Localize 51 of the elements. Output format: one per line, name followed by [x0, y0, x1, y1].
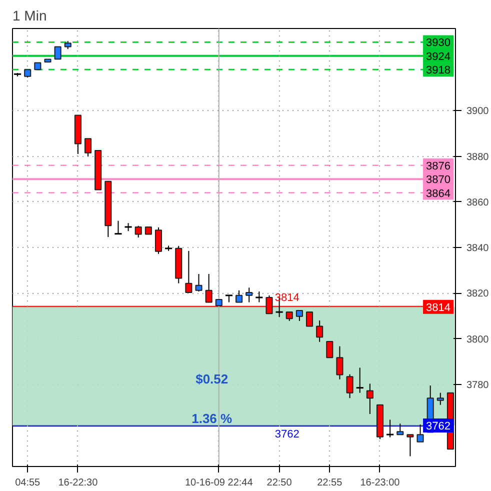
ref-line-label: 3930	[426, 37, 451, 50]
candlestick	[346, 374, 354, 399]
candlestick	[236, 290, 243, 303]
candlestick	[54, 46, 62, 60]
ref-line-label: 3924	[426, 50, 451, 63]
x-tick-label: 16-22:30	[58, 478, 98, 488]
x-tick-label: 22:55	[317, 478, 343, 488]
y-tick-label: 3880	[466, 152, 490, 163]
candlestick	[396, 423, 404, 436]
ref-line-label: 3876	[426, 160, 451, 172]
candlestick	[296, 310, 303, 322]
annotation: $0.52	[196, 371, 228, 386]
candlestick	[195, 273, 202, 292]
candlestick	[254, 291, 264, 303]
annotation: 3762	[274, 428, 300, 440]
candlestick	[84, 138, 92, 157]
candlestick	[336, 346, 344, 380]
ref-line-label: 3918	[426, 64, 451, 77]
candlestick	[134, 225, 142, 238]
candlestick	[386, 419, 394, 438]
candlestick	[406, 434, 414, 457]
x-tick-label: 04:55	[15, 478, 41, 488]
ref-line-label: 3870	[426, 174, 451, 186]
chart-title: 1 Min	[12, 8, 47, 24]
ref-line-label: 3864	[426, 188, 451, 200]
y-tick-label: 3860	[466, 197, 490, 208]
candlestick	[114, 220, 122, 235]
y-tick-label: 3780	[466, 380, 490, 391]
x-tick-label: 22:50	[266, 478, 292, 488]
y-tick-label: 3900	[466, 106, 490, 118]
y-tick-label: 3840	[466, 243, 490, 254]
annotation: 1.36 %	[192, 410, 233, 426]
candlestick	[316, 320, 324, 342]
candlestick	[366, 383, 374, 415]
candlestick	[326, 340, 334, 358]
y-tick-label: 3820	[466, 288, 490, 300]
candlestick	[436, 392, 444, 406]
y-tick-label: 3800	[466, 334, 490, 346]
candlestick	[356, 367, 364, 394]
annotation: 3814	[274, 292, 300, 304]
candlestick	[205, 273, 212, 303]
candlestick	[416, 424, 424, 442]
ref-line-label: 3814	[426, 302, 451, 314]
ref-line-label: 3762	[426, 420, 451, 432]
x-tick-label: 10-16-09 22:44	[184, 478, 254, 488]
candlestick	[306, 312, 314, 327]
candlestick	[224, 294, 234, 303]
x-tick-label: 16-23:00	[360, 478, 400, 488]
candlestick	[154, 226, 162, 254]
candlestick	[185, 250, 192, 293]
candlestick	[246, 287, 253, 303]
